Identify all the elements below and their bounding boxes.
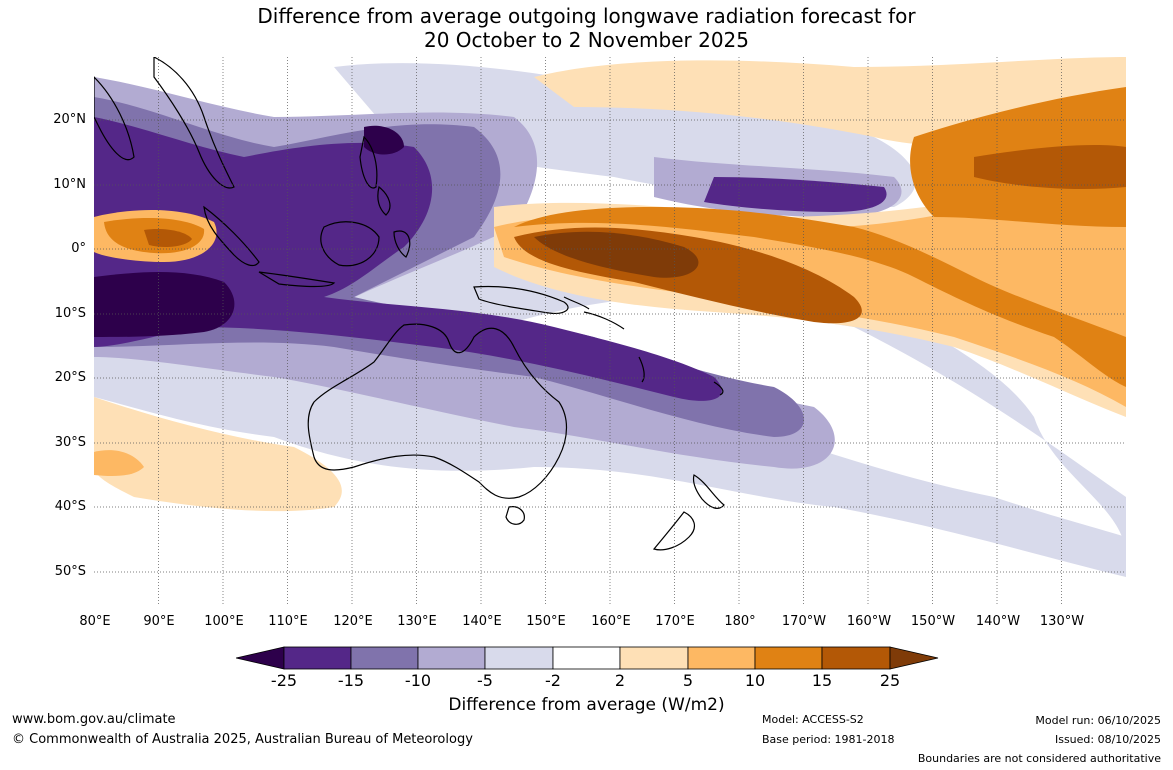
colorbar-label: Difference from average (W/m2): [448, 695, 725, 715]
lat-label-0: 0°: [71, 241, 86, 256]
footer-model-run: Model run: 06/10/2025: [1035, 714, 1161, 727]
colorbar-tick-5: 2: [614, 671, 626, 690]
region-brown-indian: [144, 229, 192, 247]
lon-label-130e: 130°E: [397, 614, 437, 629]
lon-label-170w: 170°W: [781, 614, 827, 629]
colorbar-swatch-6: [619, 646, 689, 670]
region-orange-southwest: [94, 450, 144, 477]
colorbar-swatch-9: [821, 646, 891, 670]
lon-label-140w: 140°W: [975, 614, 1021, 629]
lon-label-120e: 120°E: [333, 614, 373, 629]
map-canvas: [94, 57, 1126, 605]
colorbar-tick-3: -5: [477, 671, 493, 690]
colorbar-tick-6: 5: [682, 671, 694, 690]
philippines-outline: [359, 135, 391, 216]
region-light-orange-southwest: [94, 397, 342, 512]
region-dark-purple-east: [704, 177, 887, 212]
lon-label-100e: 100°E: [204, 614, 244, 629]
region-darkest-brown-pacific: [534, 231, 699, 278]
region-darkest-purple: [94, 272, 235, 337]
region-darkest-purple-north: [364, 125, 404, 155]
sumatra-outline: [203, 205, 260, 267]
map-title: Difference from average outgoing longwav…: [0, 4, 1173, 52]
colorbar-swatch-2: [350, 646, 419, 670]
colorbar-tick-1: -15: [337, 671, 365, 690]
australia-outline: [307, 323, 568, 499]
lat-label-30s: 30°S: [54, 435, 86, 450]
footer-model: Model: ACCESS-S2: [762, 713, 864, 726]
lat-label-50s: 50°S: [54, 564, 86, 579]
lon-label-170e: 170°E: [655, 614, 695, 629]
lat-label-20n: 20°N: [53, 112, 86, 127]
colorbar-swatch-3: [417, 646, 486, 670]
footer-issued: Issued: 08/10/2025: [1054, 733, 1161, 746]
colorbar-tick-8: 15: [811, 671, 833, 690]
title-line-2: 20 October to 2 November 2025: [423, 28, 750, 52]
region-brown-northeast: [974, 145, 1126, 189]
lon-label-90e: 90°E: [143, 614, 175, 629]
colorbar-tick-9: 25: [879, 671, 901, 690]
lat-label-40s: 40°S: [54, 499, 86, 514]
lon-label-150e: 150°E: [526, 614, 566, 629]
olr-anomaly-map: [94, 57, 1126, 605]
vanuatu-fiji-outline: [638, 356, 724, 396]
colorbar-swatch-1: [283, 646, 352, 670]
java-outline: [258, 271, 336, 288]
lon-label-140e: 140°E: [462, 614, 502, 629]
footer-copyright: © Commonwealth of Australia 2025, Austra…: [12, 732, 473, 747]
sulawesi-outline: [393, 230, 411, 258]
lon-label-180: 180°: [724, 614, 756, 629]
colorbar-tick-7: 10: [744, 671, 766, 690]
india-outline: [94, 76, 135, 161]
lon-label-110e: 110°E: [268, 614, 308, 629]
footer-url[interactable]: www.bom.gov.au/climate: [12, 712, 176, 727]
indochina-outline: [153, 57, 235, 189]
new-zealand-outline: [652, 474, 725, 551]
colorbar-swatch-7: [687, 646, 756, 670]
lon-label-160w: 160°W: [846, 614, 892, 629]
lat-label-10n: 10°N: [53, 177, 86, 192]
lat-label-20s: 20°S: [54, 370, 86, 385]
colorbar-swatch-below: [236, 646, 285, 670]
footer-disclaimer: Boundaries are not considered authoritat…: [917, 752, 1161, 765]
map-gridlines: [94, 57, 1126, 605]
colorbar-tick-4: -2: [545, 671, 561, 690]
solomon-islands-outline: [563, 296, 625, 330]
colorbar-swatch-above: [889, 646, 939, 670]
colorbar-swatch-5: [552, 646, 621, 670]
colorbar-swatch-8: [754, 646, 823, 670]
new-guinea-outline: [473, 285, 569, 314]
colorbar-swatch-4: [484, 646, 554, 670]
colorbar-tick-0: -25: [270, 671, 298, 690]
footer-base-period: Base period: 1981-2018: [762, 733, 895, 746]
region-dark-orange-pacific: [514, 207, 1126, 387]
title-line-1: Difference from average outgoing longwav…: [257, 4, 916, 28]
colorbar: [236, 646, 939, 670]
lat-label-10s: 10°S: [54, 306, 86, 321]
lon-label-130w: 130°W: [1039, 614, 1085, 629]
region-dark-purple: [94, 117, 722, 401]
colorbar-tick-2: -10: [404, 671, 432, 690]
lon-label-160e: 160°E: [591, 614, 631, 629]
lon-label-150w: 150°W: [910, 614, 956, 629]
lon-label-80e: 80°E: [79, 614, 111, 629]
tasmania-outline: [505, 506, 525, 525]
borneo-outline: [320, 221, 380, 267]
